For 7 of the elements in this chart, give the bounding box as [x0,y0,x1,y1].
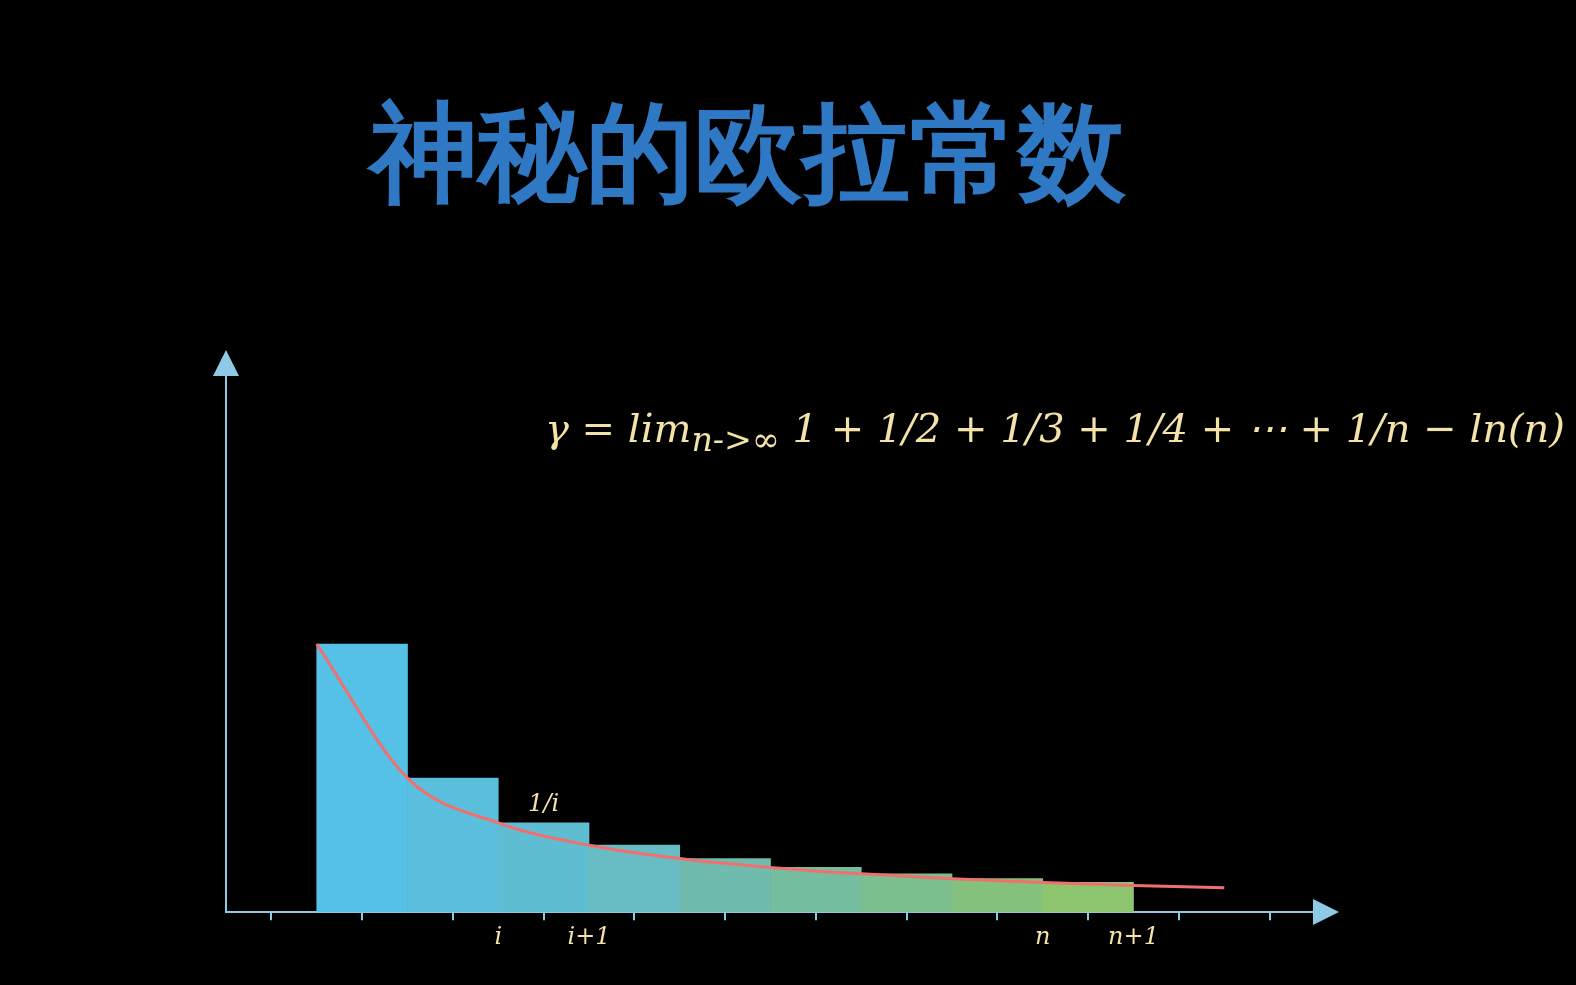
annotation: 1/i [528,789,560,818]
x-tick-label: n [1035,921,1051,950]
x-tick-label: i+1 [567,921,611,950]
x-tick-label: n+1 [1108,921,1159,950]
text: γ = lim$_{n->∞}$ 1 + 1/2 + 1/3 + 1/4 + ⋯ + 1/n − ln(n) [545,405,1565,459]
x-tick-label: i [494,921,503,950]
chart-title: 神秘的欧拉常数 [365,89,1127,217]
